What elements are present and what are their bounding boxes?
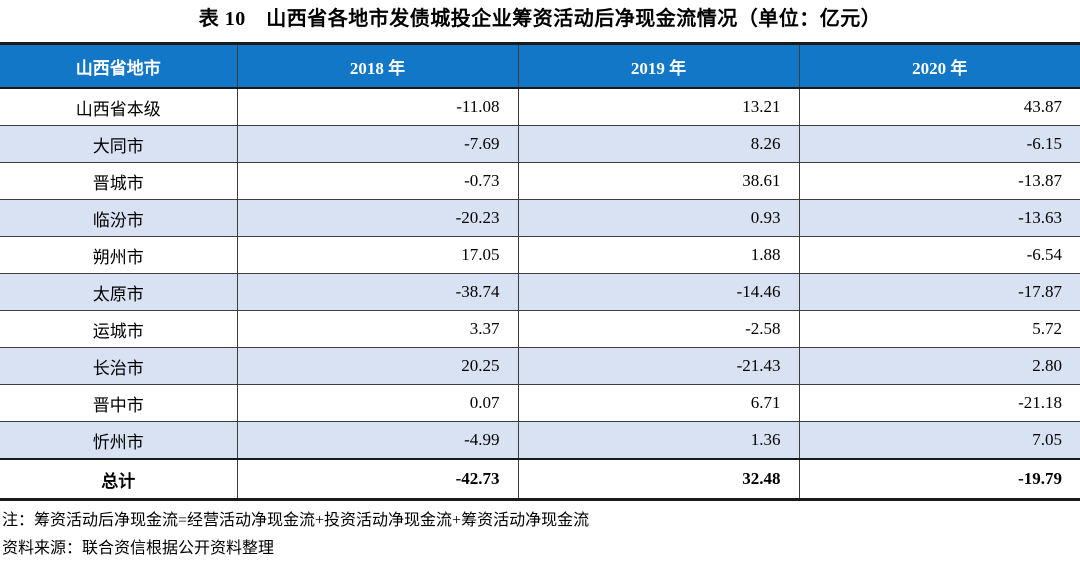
value-2018: -0.73 [236, 162, 518, 200]
value-2020: -13.63 [798, 199, 1080, 237]
value-2018: -11.08 [236, 88, 518, 126]
value-2020: -13.87 [798, 162, 1080, 200]
table-row: 忻州市 -4.99 1.36 7.05 [0, 421, 1080, 460]
region-cell: 运城市 [0, 310, 237, 348]
total-2019: 32.48 [517, 458, 799, 500]
value-2018: -4.99 [236, 421, 518, 460]
column-header-2019: 2019 年 [517, 43, 799, 89]
value-2019: 6.71 [517, 384, 799, 422]
value-2018: 17.05 [236, 236, 518, 274]
value-2019: -21.43 [517, 347, 799, 385]
value-2020: -6.15 [798, 125, 1080, 163]
formula-note: 注：筹资活动后净现金流=经营活动净现金流+投资活动净现金流+筹资活动净现金流 [2, 512, 590, 529]
value-2018: 3.37 [236, 310, 518, 348]
region-cell: 忻州市 [0, 421, 237, 460]
table-row: 长治市 20.25 -21.43 2.80 [0, 347, 1080, 385]
table-row: 大同市 -7.69 8.26 -6.15 [0, 125, 1080, 163]
column-header-2018: 2018 年 [236, 43, 518, 89]
value-2018: 0.07 [236, 384, 518, 422]
value-2020: 7.05 [798, 421, 1080, 460]
value-2020: 5.72 [798, 310, 1080, 348]
cashflow-table: 山西省地市 2018 年 2019 年 2020 年 山西省本级 -11.08 … [0, 42, 1080, 501]
table-row: 运城市 3.37 -2.58 5.72 [0, 310, 1080, 348]
region-cell: 临汾市 [0, 199, 237, 237]
region-cell: 太原市 [0, 273, 237, 311]
value-2019: -14.46 [517, 273, 799, 311]
value-2020: -21.18 [798, 384, 1080, 422]
region-cell: 长治市 [0, 347, 237, 385]
value-2019: 1.36 [517, 421, 799, 460]
total-row: 总计 -42.73 32.48 -19.79 [0, 458, 1080, 500]
value-2018: -20.23 [236, 199, 518, 237]
table-title: 表 10 山西省各地市发债城投企业筹资活动后净现金流情况（单位：亿元） [198, 8, 882, 30]
total-2018: -42.73 [236, 458, 518, 500]
column-header-region: 山西省地市 [0, 43, 237, 89]
header-row: 山西省地市 2018 年 2019 年 2020 年 [0, 43, 1080, 89]
value-2019: 0.93 [517, 199, 799, 237]
value-2018: -38.74 [236, 273, 518, 311]
table-row: 山西省本级 -11.08 13.21 43.87 [0, 88, 1080, 126]
table-row: 临汾市 -20.23 0.93 -13.63 [0, 199, 1080, 237]
region-cell: 晋中市 [0, 384, 237, 422]
table-row: 晋城市 -0.73 38.61 -13.87 [0, 162, 1080, 200]
table-row: 晋中市 0.07 6.71 -21.18 [0, 384, 1080, 422]
value-2018: 20.25 [236, 347, 518, 385]
value-2019: 13.21 [517, 88, 799, 126]
region-cell: 山西省本级 [0, 88, 237, 126]
value-2019: 1.88 [517, 236, 799, 274]
region-cell: 朔州市 [0, 236, 237, 274]
column-header-2020: 2020 年 [798, 43, 1080, 89]
table-row: 朔州市 17.05 1.88 -6.54 [0, 236, 1080, 274]
source-note: 资料来源：联合资信根据公开资料整理 [2, 540, 275, 557]
footnotes: 注：筹资活动后净现金流=经营活动净现金流+投资活动净现金流+筹资活动净现金流 资… [0, 501, 1080, 563]
value-2018: -7.69 [236, 125, 518, 163]
total-2020: -19.79 [798, 458, 1080, 500]
value-2020: 43.87 [798, 88, 1080, 126]
value-2020: -17.87 [798, 273, 1080, 311]
region-cell: 晋城市 [0, 162, 237, 200]
value-2019: 8.26 [517, 125, 799, 163]
table-row: 太原市 -38.74 -14.46 -17.87 [0, 273, 1080, 311]
value-2019: -2.58 [517, 310, 799, 348]
value-2020: 2.80 [798, 347, 1080, 385]
value-2020: -6.54 [798, 236, 1080, 274]
region-cell: 大同市 [0, 125, 237, 163]
total-label: 总计 [0, 458, 237, 500]
value-2019: 38.61 [517, 162, 799, 200]
